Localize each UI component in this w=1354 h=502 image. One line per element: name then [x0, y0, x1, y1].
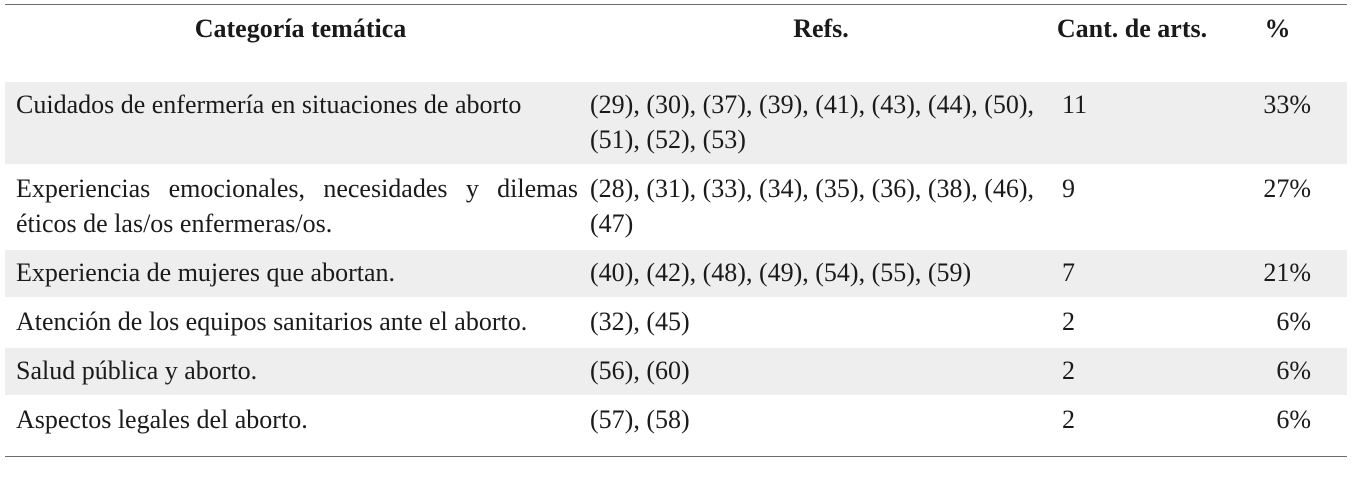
- table-row: Cuidados de enfermería en situaciones de…: [5, 82, 1347, 165]
- category-cell: Salud pública y aborto.: [5, 346, 586, 396]
- refs-cell: (56), (60): [586, 346, 1056, 396]
- percent-cell: 6%: [1208, 395, 1347, 456]
- refs-cell: (32), (45): [586, 297, 1056, 347]
- category-cell: Experiencia de mujeres que abortan.: [5, 248, 586, 298]
- header-percent: %: [1208, 5, 1347, 82]
- category-cell: Cuidados de enfermería en situaciones de…: [5, 82, 586, 165]
- category-cell: Aspectos legales del aborto.: [5, 395, 586, 456]
- table-body: Cuidados de enfermería en situaciones de…: [5, 82, 1347, 456]
- count-cell: 2: [1056, 395, 1208, 456]
- percent-cell: 33%: [1208, 82, 1347, 165]
- category-cell: Atención de los equipos sanitarios ante …: [5, 297, 586, 347]
- percent-cell: 6%: [1208, 346, 1347, 396]
- percent-cell: 21%: [1208, 248, 1347, 298]
- percent-cell: 27%: [1208, 164, 1347, 249]
- table-row: Aspectos legales del aborto. (57), (58) …: [5, 395, 1347, 456]
- count-cell: 2: [1056, 346, 1208, 396]
- count-cell: 7: [1056, 248, 1208, 298]
- refs-cell: (28), (31), (33), (34), (35), (36), (38)…: [586, 164, 1056, 249]
- table-row: Atención de los equipos sanitarios ante …: [5, 297, 1347, 347]
- category-cell: Experiencias emocionales, necesidades y …: [5, 164, 586, 249]
- table-header: Categoría temática Refs. Cant. de arts. …: [5, 5, 1347, 82]
- header-refs: Refs.: [586, 5, 1056, 82]
- percent-cell: 6%: [1208, 297, 1347, 347]
- count-cell: 2: [1056, 297, 1208, 347]
- header-category: Categoría temática: [5, 5, 586, 82]
- count-cell: 11: [1056, 82, 1208, 165]
- thematic-categories-table: Categoría temática Refs. Cant. de arts. …: [5, 5, 1347, 456]
- header-row: Categoría temática Refs. Cant. de arts. …: [5, 5, 1347, 82]
- refs-cell: (40), (42), (48), (49), (54), (55), (59): [586, 248, 1056, 298]
- table-row: Salud pública y aborto. (56), (60) 2 6%: [5, 346, 1347, 396]
- refs-cell: (29), (30), (37), (39), (41), (43), (44)…: [586, 82, 1056, 165]
- table-row: Experiencia de mujeres que abortan. (40)…: [5, 248, 1347, 298]
- table-row: Experiencias emocionales, necesidades y …: [5, 164, 1347, 249]
- refs-cell: (57), (58): [586, 395, 1056, 456]
- thematic-categories-table-wrapper: Categoría temática Refs. Cant. de arts. …: [5, 4, 1347, 457]
- header-count: Cant. de arts.: [1056, 5, 1208, 82]
- count-cell: 9: [1056, 164, 1208, 249]
